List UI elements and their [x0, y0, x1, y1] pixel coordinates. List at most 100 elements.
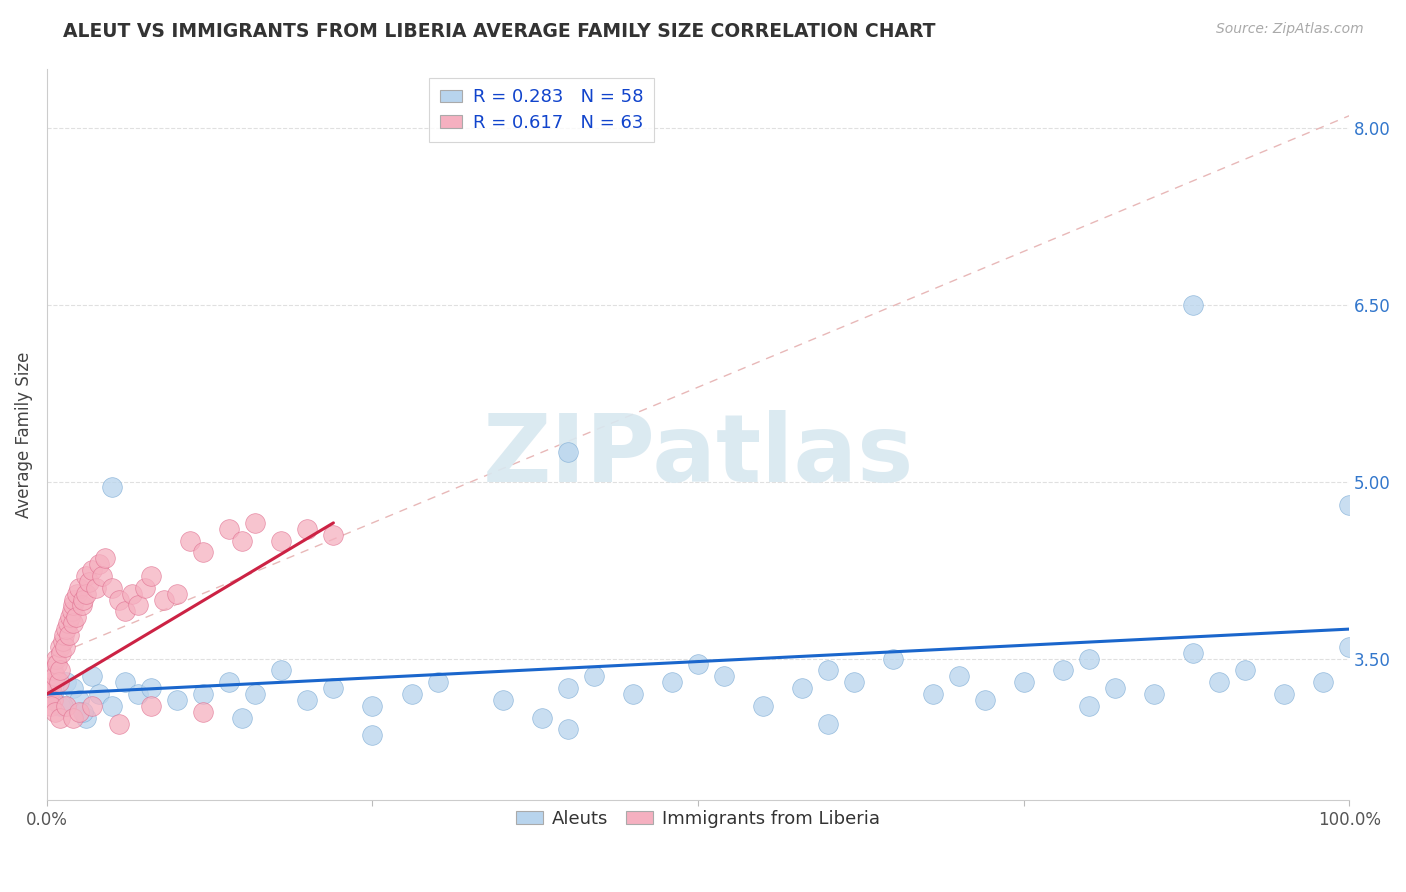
- Point: [82, 698, 104, 713]
- Point: [82, 669, 104, 683]
- Point: [270, 664, 292, 678]
- Point: [557, 723, 579, 737]
- Point: [401, 687, 423, 701]
- Point: [1208, 675, 1230, 690]
- Point: [245, 687, 267, 701]
- Point: [69, 705, 91, 719]
- Point: [179, 533, 201, 548]
- Point: [817, 664, 839, 678]
- Point: [661, 675, 683, 690]
- Point: [60, 604, 83, 618]
- Point: [75, 569, 97, 583]
- Point: [42, 693, 65, 707]
- Point: [62, 681, 84, 695]
- Point: [42, 687, 65, 701]
- Point: [921, 687, 943, 701]
- Point: [193, 705, 215, 719]
- Point: [686, 657, 709, 672]
- Point: [42, 664, 65, 678]
- Point: [49, 710, 72, 724]
- Point: [127, 687, 149, 701]
- Point: [52, 628, 75, 642]
- Point: [166, 587, 188, 601]
- Point: [41, 675, 63, 690]
- Point: [101, 581, 124, 595]
- Point: [62, 616, 84, 631]
- Point: [39, 681, 62, 695]
- Point: [193, 545, 215, 559]
- Point: [72, 592, 94, 607]
- Point: [1077, 698, 1099, 713]
- Point: [492, 693, 515, 707]
- Point: [973, 693, 995, 707]
- Point: [49, 698, 72, 713]
- Point: [139, 569, 162, 583]
- Text: ALEUT VS IMMIGRANTS FROM LIBERIA AVERAGE FAMILY SIZE CORRELATION CHART: ALEUT VS IMMIGRANTS FROM LIBERIA AVERAGE…: [63, 22, 936, 41]
- Point: [231, 533, 253, 548]
- Point: [1104, 681, 1126, 695]
- Point: [1312, 675, 1334, 690]
- Point: [844, 675, 866, 690]
- Point: [86, 581, 108, 595]
- Point: [90, 569, 112, 583]
- Point: [322, 681, 344, 695]
- Point: [44, 669, 66, 683]
- Point: [139, 681, 162, 695]
- Point: [361, 728, 384, 742]
- Point: [49, 664, 72, 678]
- Point: [218, 522, 240, 536]
- Point: [948, 669, 970, 683]
- Point: [882, 651, 904, 665]
- Text: ZIPatlas: ZIPatlas: [482, 410, 914, 502]
- Point: [38, 687, 60, 701]
- Point: [75, 710, 97, 724]
- Point: [139, 698, 162, 713]
- Point: [752, 698, 775, 713]
- Point: [51, 646, 73, 660]
- Point: [114, 675, 136, 690]
- Point: [322, 527, 344, 541]
- Point: [59, 610, 82, 624]
- Point: [218, 675, 240, 690]
- Point: [114, 604, 136, 618]
- Point: [530, 710, 553, 724]
- Point: [63, 592, 86, 607]
- Point: [557, 681, 579, 695]
- Point: [72, 705, 94, 719]
- Point: [557, 445, 579, 459]
- Point: [297, 693, 319, 707]
- Point: [62, 710, 84, 724]
- Point: [87, 557, 110, 571]
- Point: [621, 687, 644, 701]
- Point: [51, 698, 73, 713]
- Text: Source: ZipAtlas.com: Source: ZipAtlas.com: [1216, 22, 1364, 37]
- Point: [101, 698, 124, 713]
- Point: [121, 587, 143, 601]
- Point: [1339, 640, 1361, 654]
- Point: [792, 681, 814, 695]
- Point: [1234, 664, 1257, 678]
- Point: [39, 698, 62, 713]
- Point: [44, 705, 66, 719]
- Point: [1077, 651, 1099, 665]
- Point: [46, 657, 69, 672]
- Point: [817, 716, 839, 731]
- Y-axis label: Average Family Size: Average Family Size: [15, 351, 32, 517]
- Point: [75, 587, 97, 601]
- Point: [45, 651, 67, 665]
- Point: [166, 693, 188, 707]
- Point: [55, 698, 77, 713]
- Point: [1181, 646, 1204, 660]
- Point: [62, 599, 84, 613]
- Point: [56, 616, 79, 631]
- Point: [77, 574, 100, 589]
- Point: [65, 610, 87, 624]
- Point: [48, 675, 70, 690]
- Point: [82, 563, 104, 577]
- Point: [101, 480, 124, 494]
- Point: [1052, 664, 1074, 678]
- Point: [70, 599, 93, 613]
- Point: [53, 640, 76, 654]
- Point: [51, 633, 73, 648]
- Point: [582, 669, 605, 683]
